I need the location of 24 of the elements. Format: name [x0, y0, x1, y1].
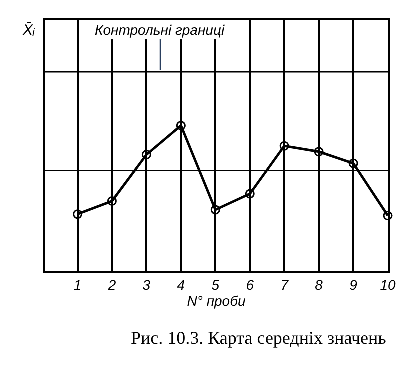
point [314, 147, 324, 157]
text: X̄ᵢ [22, 22, 36, 39]
x-tick-label: 10 [380, 276, 396, 293]
point [142, 150, 152, 160]
x-tick-label: 8 [315, 276, 324, 293]
point [107, 196, 117, 206]
point [280, 141, 290, 151]
point [176, 120, 186, 130]
x-axis-title: N° проби [187, 292, 246, 309]
x-tick-label: 6 [246, 276, 254, 293]
x-tick-label: 5 [212, 276, 220, 293]
x-tick-label: 2 [107, 276, 116, 293]
point [348, 158, 358, 168]
x-tick-label: 1 [74, 276, 82, 293]
text: Рис. 10.3. Карта середніх значень [131, 328, 386, 348]
point [73, 210, 82, 220]
x-tick-label: 9 [350, 276, 358, 293]
x-tick-label: 4 [177, 276, 186, 293]
x-tick-label: 3 [142, 276, 151, 293]
point [210, 205, 220, 215]
x-tick-label: 7 [280, 276, 290, 293]
point [383, 211, 393, 221]
annotation: Контрольні границі [95, 22, 226, 38]
point [245, 189, 255, 199]
